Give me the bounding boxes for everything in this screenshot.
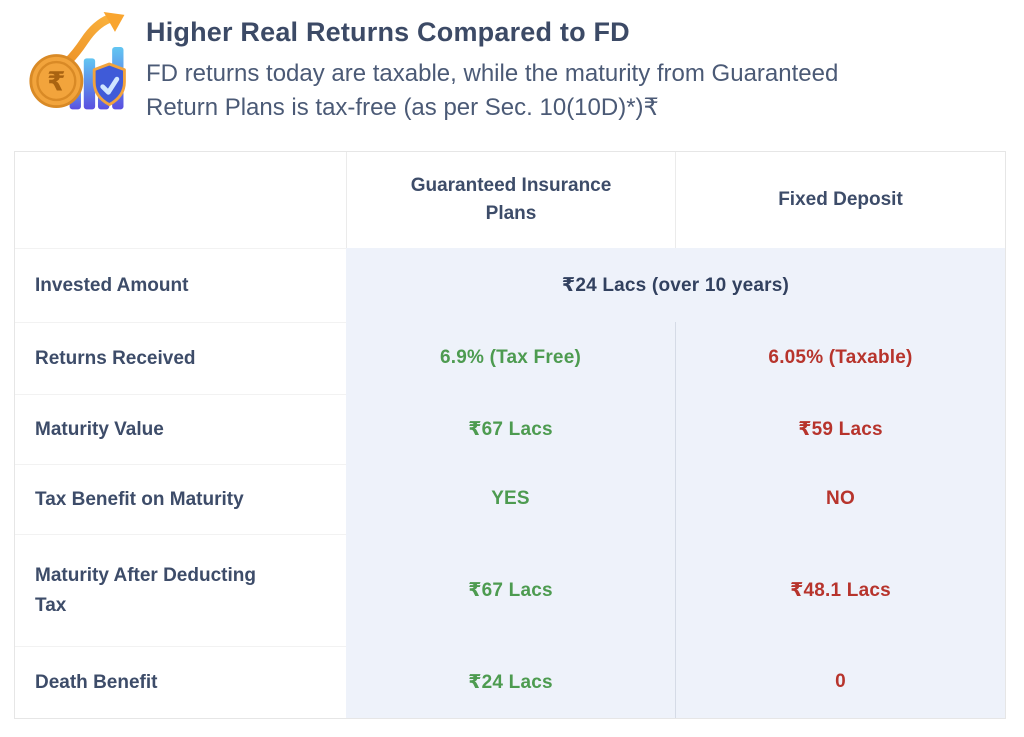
comparison-table: Guaranteed Insurance Plans Fixed Deposit… (14, 151, 1006, 719)
gip-value: YES (346, 464, 676, 534)
gip-value: ₹24 Lacs (346, 646, 676, 718)
table-header-empty-cell (15, 152, 346, 248)
table-row-label: Returns Received (15, 322, 346, 394)
gip-value: ₹67 Lacs (346, 394, 676, 464)
fd-value: NO (676, 464, 1005, 534)
header: ₹ Higher Real Returns Compared to FD FD … (0, 0, 1024, 125)
table-row-label: Invested Amount (15, 248, 346, 322)
fd-value: 0 (676, 646, 1005, 718)
invested-amount-value: ₹24 Lacs (over 10 years) (346, 248, 1005, 322)
column-header-label: Guaranteed Insurance Plans (410, 175, 612, 224)
table-row-label: Maturity After Deducting Tax (15, 534, 346, 646)
header-text: Higher Real Returns Compared to FD FD re… (146, 10, 846, 125)
gip-value: 6.9% (Tax Free) (346, 322, 676, 394)
svg-text:₹: ₹ (47, 66, 65, 97)
table-row-label: Maturity Value (15, 394, 346, 464)
table-header-guaranteed-insurance-plans: Guaranteed Insurance Plans (346, 152, 676, 248)
fd-value: 6.05% (Taxable) (676, 322, 1005, 394)
table-row-label: Tax Benefit on Maturity (15, 464, 346, 534)
table-header-fixed-deposit: Fixed Deposit (676, 152, 1005, 248)
fd-value: ₹59 Lacs (676, 394, 1005, 464)
page-title: Higher Real Returns Compared to FD (146, 17, 630, 47)
column-header-label: Fixed Deposit (778, 189, 903, 210)
growth-chart-coin-shield-icon: ₹ (29, 12, 126, 110)
table-row-label: Death Benefit (15, 646, 346, 718)
gip-value: ₹67 Lacs (346, 534, 676, 646)
fd-value: ₹48.1 Lacs (676, 534, 1005, 646)
page-subtitle: FD returns today are taxable, while the … (146, 60, 839, 121)
